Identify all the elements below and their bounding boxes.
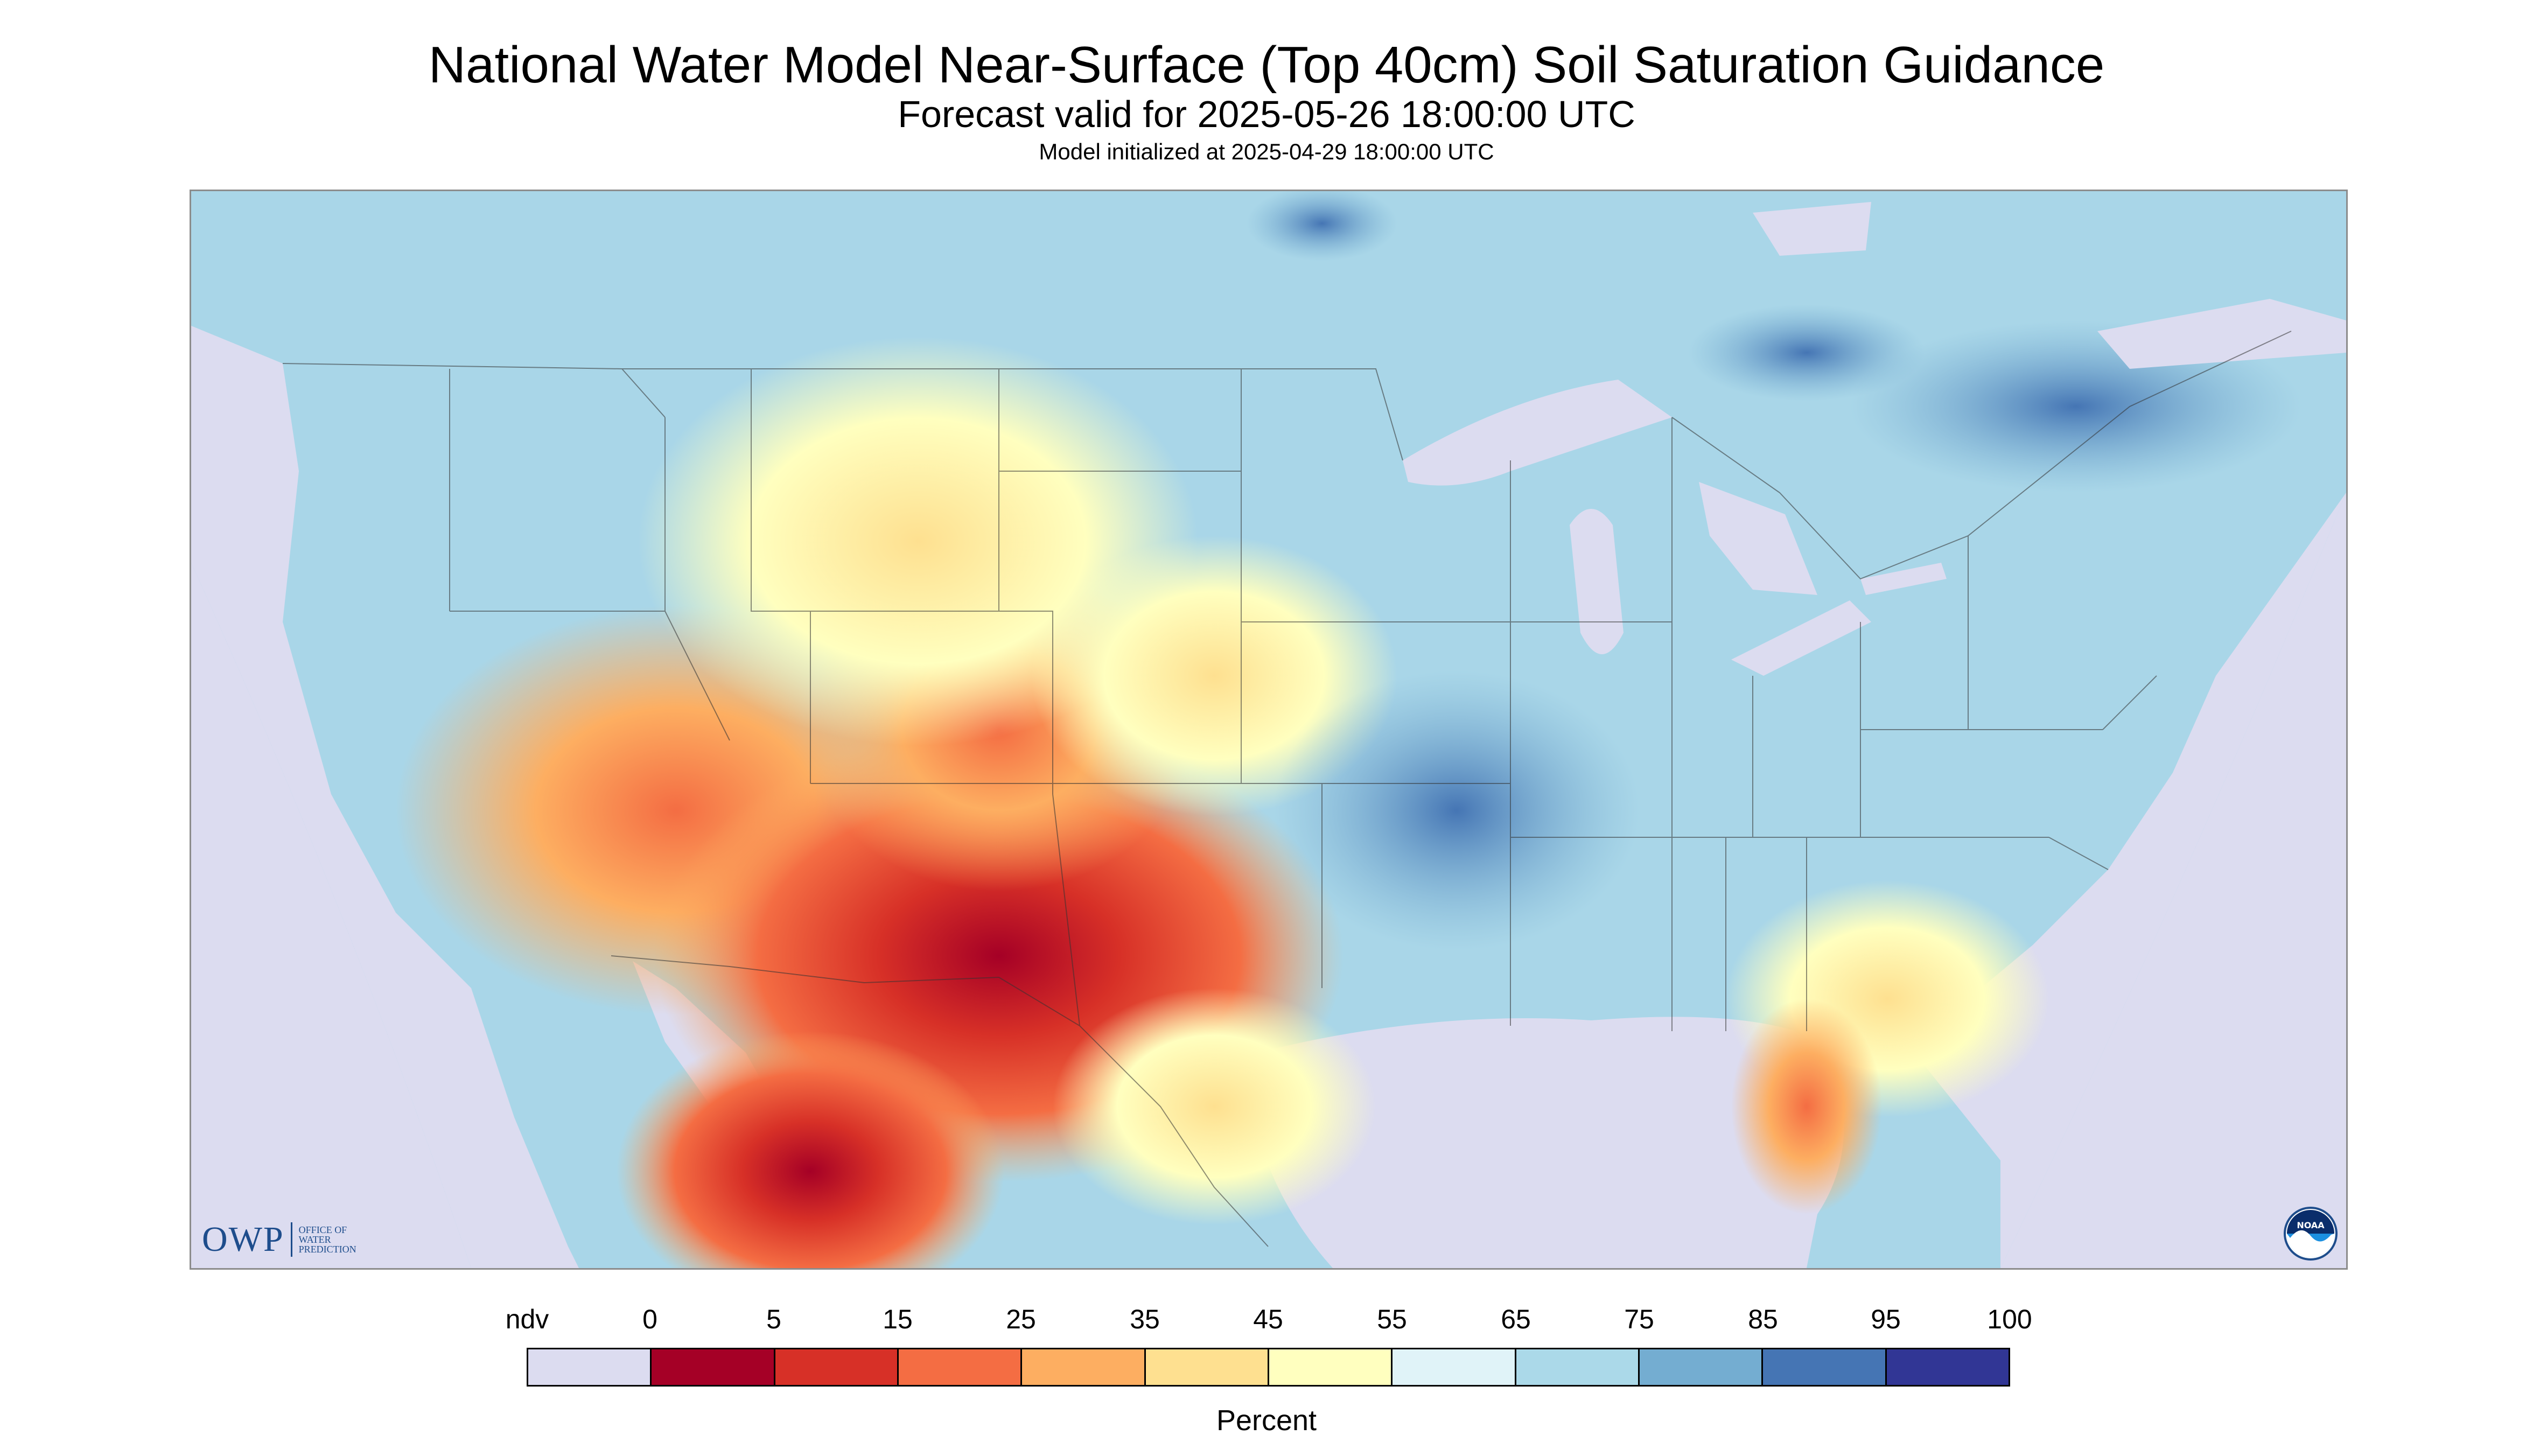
legend-swatch bbox=[1886, 1349, 2009, 1385]
gulf-of-mexico bbox=[1253, 1017, 1844, 1268]
owp-logo-line2: WATER bbox=[298, 1234, 331, 1245]
legend-label: 15 bbox=[883, 1304, 913, 1334]
soil-saturation-map: OWP OFFICE OF WATER PREDICTION NOAA bbox=[191, 191, 2346, 1268]
owp-logo-text: OWP bbox=[202, 1220, 284, 1259]
legend-swatch bbox=[1639, 1349, 1764, 1385]
ndv-region-west bbox=[191, 563, 471, 1268]
owp-logo-line3: PREDICTION bbox=[298, 1244, 356, 1255]
legend-swatch bbox=[1393, 1349, 1516, 1385]
map-title: National Water Model Near-Surface (Top 4… bbox=[428, 36, 2105, 94]
wet-region-manitoba bbox=[1247, 191, 1397, 261]
legend-swatch bbox=[775, 1349, 899, 1385]
lake-nipigon-area bbox=[1753, 202, 1871, 256]
legend-label: 85 bbox=[1748, 1304, 1778, 1334]
lake-ontario bbox=[1860, 563, 1947, 595]
ndv-region-east bbox=[2000, 493, 2346, 1268]
noaa-logo-icon: NOAA bbox=[2284, 1207, 2338, 1261]
legend-label: 75 bbox=[1624, 1304, 1654, 1334]
legend-label: 65 bbox=[1501, 1304, 1531, 1334]
svg-text:NOAA: NOAA bbox=[2297, 1220, 2325, 1230]
political-boundaries bbox=[282, 331, 2292, 1247]
legend-swatch bbox=[1763, 1349, 1887, 1385]
legend-swatch bbox=[898, 1349, 1023, 1385]
map-panel: OWP OFFICE OF WATER PREDICTION NOAA bbox=[190, 190, 2348, 1270]
legend-labels: ndv 0 5 15 25 35 45 55 65 75 85 95 100 bbox=[0, 1303, 2533, 1341]
lake-michigan bbox=[1570, 509, 1624, 654]
st-lawrence-estuary bbox=[2097, 299, 2346, 369]
legend-label: 5 bbox=[766, 1304, 781, 1334]
owp-logo-line1: OFFICE OF bbox=[298, 1224, 347, 1235]
lake-superior bbox=[1403, 380, 1672, 486]
model-init-line: Model initialized at 2025-04-29 18:00:00… bbox=[1039, 139, 1494, 164]
legend-label: 25 bbox=[1006, 1304, 1036, 1334]
lake-erie bbox=[1731, 600, 1871, 676]
forecast-valid-subtitle: Forecast valid for 2025-05-26 18:00:00 U… bbox=[898, 93, 1635, 135]
legend-label: ndv bbox=[505, 1304, 549, 1334]
legend-swatch bbox=[1269, 1349, 1393, 1385]
moderate-region-texas bbox=[1053, 988, 1376, 1225]
pacific-ocean bbox=[191, 326, 579, 1268]
legend-label: 95 bbox=[1871, 1304, 1901, 1334]
owp-logo: OWP OFFICE OF WATER PREDICTION bbox=[202, 1220, 356, 1259]
wet-region-mid-mississippi bbox=[1274, 670, 1640, 950]
legend-swatch bbox=[1145, 1349, 1269, 1385]
legend-label: 55 bbox=[1377, 1304, 1407, 1334]
dry-region-florida bbox=[1731, 999, 1882, 1214]
legend-label: 0 bbox=[642, 1304, 657, 1334]
legend-unit-label: Percent bbox=[1216, 1404, 1317, 1437]
legend-swatch bbox=[652, 1349, 775, 1385]
legend-label: 35 bbox=[1130, 1304, 1160, 1334]
atlantic-ocean bbox=[1914, 493, 2346, 1268]
legend-label: 100 bbox=[1987, 1304, 2032, 1334]
legend-swatch bbox=[1516, 1349, 1640, 1385]
lake-huron bbox=[1699, 482, 1817, 595]
legend-swatch bbox=[528, 1349, 652, 1385]
dry-region-sierra-madre bbox=[617, 1031, 1004, 1268]
legend-colorbar bbox=[527, 1348, 2010, 1387]
legend-swatch bbox=[1022, 1349, 1146, 1385]
legend-label: 45 bbox=[1253, 1304, 1283, 1334]
